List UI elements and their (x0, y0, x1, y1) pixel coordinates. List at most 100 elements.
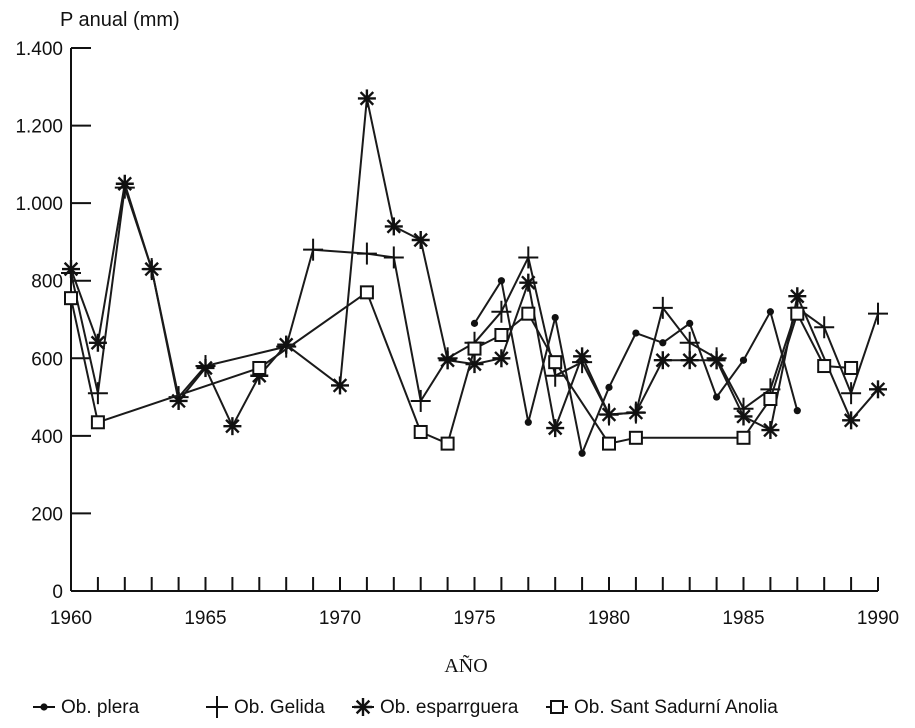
data-point (411, 230, 430, 249)
data-point (467, 341, 482, 356)
y-tick-label: 0 (52, 582, 63, 603)
data-point (196, 358, 215, 377)
asterisk-marker-arm (574, 349, 590, 364)
data-point (605, 383, 613, 391)
asterisk-marker-arm (628, 405, 644, 420)
data-point (497, 277, 505, 285)
y-tick-label: 1.200 (15, 117, 63, 138)
data-point (356, 242, 377, 265)
data-point (331, 376, 349, 395)
asterisk-marker-arm (386, 219, 402, 234)
data-point (602, 436, 616, 451)
data-point (359, 285, 374, 300)
y-tick-label: 1.400 (15, 39, 63, 60)
asterisk-marker-arm (521, 275, 536, 290)
data-point (207, 696, 227, 718)
data-point (763, 392, 778, 407)
asterisk-marker-arm (332, 378, 348, 393)
asterisk-marker-arm (736, 409, 751, 424)
data-point (548, 355, 563, 370)
data-point (573, 347, 592, 366)
asterisk-marker-arm (198, 360, 213, 376)
asterisk-marker-arm (278, 337, 294, 352)
x-tick-label: 1960 (50, 608, 92, 629)
x-tick-label: 1965 (184, 608, 226, 629)
asterisk-marker-arm (843, 413, 859, 428)
data-point (252, 360, 267, 375)
data-point (550, 700, 564, 714)
data-point (384, 217, 403, 236)
y-tick-label: 1.000 (15, 194, 63, 215)
data-point (413, 424, 428, 439)
x-tick-label: 1985 (722, 608, 764, 629)
series-ob-esparrguera (62, 89, 887, 440)
data-point (817, 359, 832, 374)
data-point (518, 246, 539, 269)
asterisk-marker-arm (144, 261, 159, 277)
legend-item: Ob. Gelida (206, 696, 325, 718)
data-point (470, 319, 479, 327)
data-point (64, 291, 78, 306)
data-point (686, 319, 694, 327)
asterisk-marker-arm (547, 420, 563, 436)
data-point (303, 238, 324, 261)
data-point (88, 333, 107, 352)
series-layer (61, 89, 888, 457)
data-point (354, 698, 372, 716)
data-point (844, 360, 859, 375)
series-line (70, 186, 879, 416)
data-point (524, 418, 532, 426)
data-point (90, 415, 105, 430)
data-point (868, 302, 888, 325)
data-point (842, 411, 861, 430)
data-point (142, 260, 161, 279)
series-ob-plera (470, 277, 801, 457)
data-point (357, 89, 376, 108)
x-tick-label: 1970 (319, 608, 361, 629)
data-point (766, 308, 775, 316)
legend-label: Ob. esparrguera (380, 697, 519, 718)
legend-label: Ob. Sant Sadurní Anolia (574, 697, 778, 718)
asterisk-marker-arm (413, 232, 428, 248)
data-point (115, 174, 134, 193)
data-point (491, 300, 512, 323)
data-point (652, 296, 673, 319)
data-point (679, 331, 700, 354)
data-point (814, 316, 835, 339)
x-tick-label: 1975 (453, 608, 495, 629)
data-point (600, 405, 618, 424)
data-point (628, 430, 643, 445)
axes-group: 0 200 400 600 800 1.000 1.200 1.400 1960 1965 1970… (15, 39, 899, 629)
asterisk-marker-arm (117, 176, 133, 191)
y-axis-label: P anual (mm) (60, 9, 180, 31)
y-tick-label: 400 (31, 427, 63, 448)
data-point (438, 351, 457, 370)
data-point (62, 260, 80, 279)
asterisk-marker-arm (63, 261, 79, 277)
asterisk-marker-arm (763, 422, 778, 438)
asterisk-marker-arm (171, 393, 186, 409)
asterisk-marker-arm (467, 356, 482, 372)
data-point (223, 417, 242, 436)
x-axis-label: AÑO (444, 653, 487, 677)
data-point (788, 287, 807, 306)
legend-label: Ob. plera (61, 697, 140, 718)
data-point (383, 246, 404, 269)
data-point (793, 407, 801, 415)
data-point (626, 403, 645, 422)
asterisk-marker-arm (870, 382, 886, 397)
data-point (680, 351, 699, 370)
data-point (869, 380, 887, 399)
data-point (521, 306, 536, 321)
data-point (465, 355, 484, 374)
data-point (790, 306, 805, 321)
series-ob-gelida (61, 176, 888, 426)
data-point (713, 393, 721, 401)
data-point (492, 349, 511, 368)
series-line (473, 279, 799, 455)
data-point (707, 351, 726, 370)
data-point (659, 339, 667, 347)
asterisk-marker-arm (440, 353, 455, 368)
